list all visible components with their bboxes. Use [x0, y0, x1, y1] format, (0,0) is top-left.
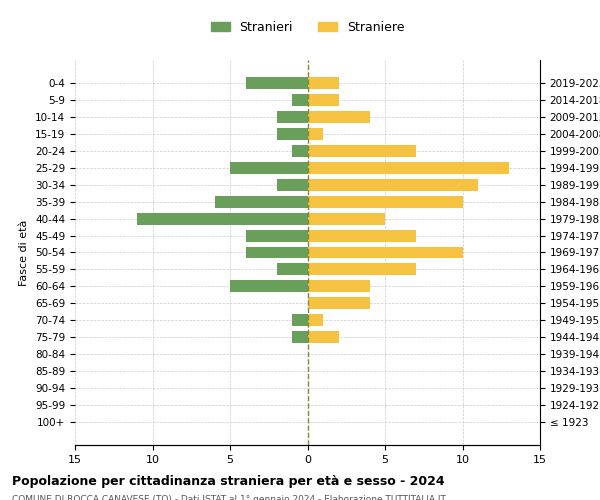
Bar — [308, 331, 338, 343]
Bar — [277, 128, 308, 140]
Bar — [308, 230, 416, 241]
Bar — [308, 314, 323, 326]
Text: COMUNE DI ROCCA CANAVESE (TO) - Dati ISTAT al 1° gennaio 2024 - Elaborazione TUT: COMUNE DI ROCCA CANAVESE (TO) - Dati IST… — [12, 495, 446, 500]
Bar — [308, 128, 323, 140]
Bar — [308, 213, 385, 224]
Y-axis label: Fasce di età: Fasce di età — [19, 220, 29, 286]
Bar — [308, 94, 338, 106]
Bar — [292, 145, 308, 157]
Bar — [308, 298, 370, 309]
Bar — [215, 196, 308, 207]
Bar — [277, 264, 308, 276]
Bar — [308, 112, 370, 123]
Bar — [137, 213, 308, 224]
Bar — [245, 246, 308, 258]
Bar — [308, 246, 463, 258]
Text: Popolazione per cittadinanza straniera per età e sesso - 2024: Popolazione per cittadinanza straniera p… — [12, 475, 445, 488]
Bar — [308, 162, 509, 174]
Bar — [292, 94, 308, 106]
Bar — [277, 112, 308, 123]
Bar — [308, 179, 478, 191]
Bar — [308, 280, 370, 292]
Bar — [277, 179, 308, 191]
Legend: Stranieri, Straniere: Stranieri, Straniere — [206, 16, 409, 39]
Bar — [308, 78, 338, 90]
Bar — [245, 230, 308, 241]
Bar — [308, 264, 416, 276]
Bar — [308, 145, 416, 157]
Bar — [230, 162, 308, 174]
Bar — [230, 280, 308, 292]
Bar — [245, 78, 308, 90]
Bar — [292, 314, 308, 326]
Bar — [308, 196, 463, 207]
Bar — [292, 331, 308, 343]
